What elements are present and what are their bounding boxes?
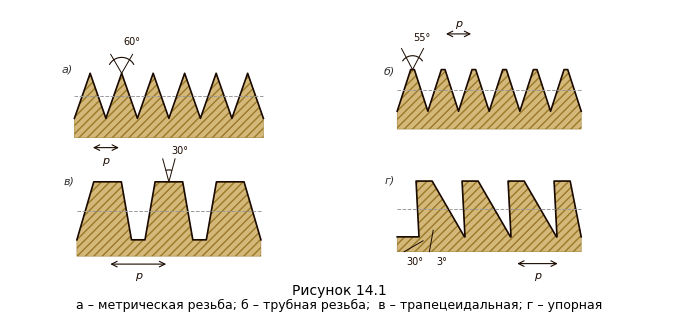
Text: 30°: 30° bbox=[171, 146, 188, 156]
Text: Рисунок 14.1: Рисунок 14.1 bbox=[292, 284, 386, 298]
Text: б): б) bbox=[384, 66, 395, 76]
Text: р: р bbox=[455, 19, 462, 29]
Text: 30°: 30° bbox=[406, 257, 423, 267]
Polygon shape bbox=[397, 181, 581, 252]
Text: в): в) bbox=[64, 176, 75, 187]
Text: 60°: 60° bbox=[123, 37, 140, 47]
Text: г): г) bbox=[385, 176, 395, 186]
Text: 3°: 3° bbox=[437, 257, 447, 267]
Text: р: р bbox=[102, 156, 109, 166]
Text: 55°: 55° bbox=[414, 33, 431, 43]
Text: а): а) bbox=[61, 65, 73, 75]
Polygon shape bbox=[77, 182, 261, 256]
Text: р: р bbox=[135, 271, 142, 281]
Polygon shape bbox=[397, 70, 581, 129]
Text: а – метрическая резьба; б – трубная резьба;  в – трапецеидальная; г – упорная: а – метрическая резьба; б – трубная резь… bbox=[76, 299, 602, 312]
Text: р: р bbox=[534, 270, 541, 280]
Polygon shape bbox=[75, 73, 263, 138]
